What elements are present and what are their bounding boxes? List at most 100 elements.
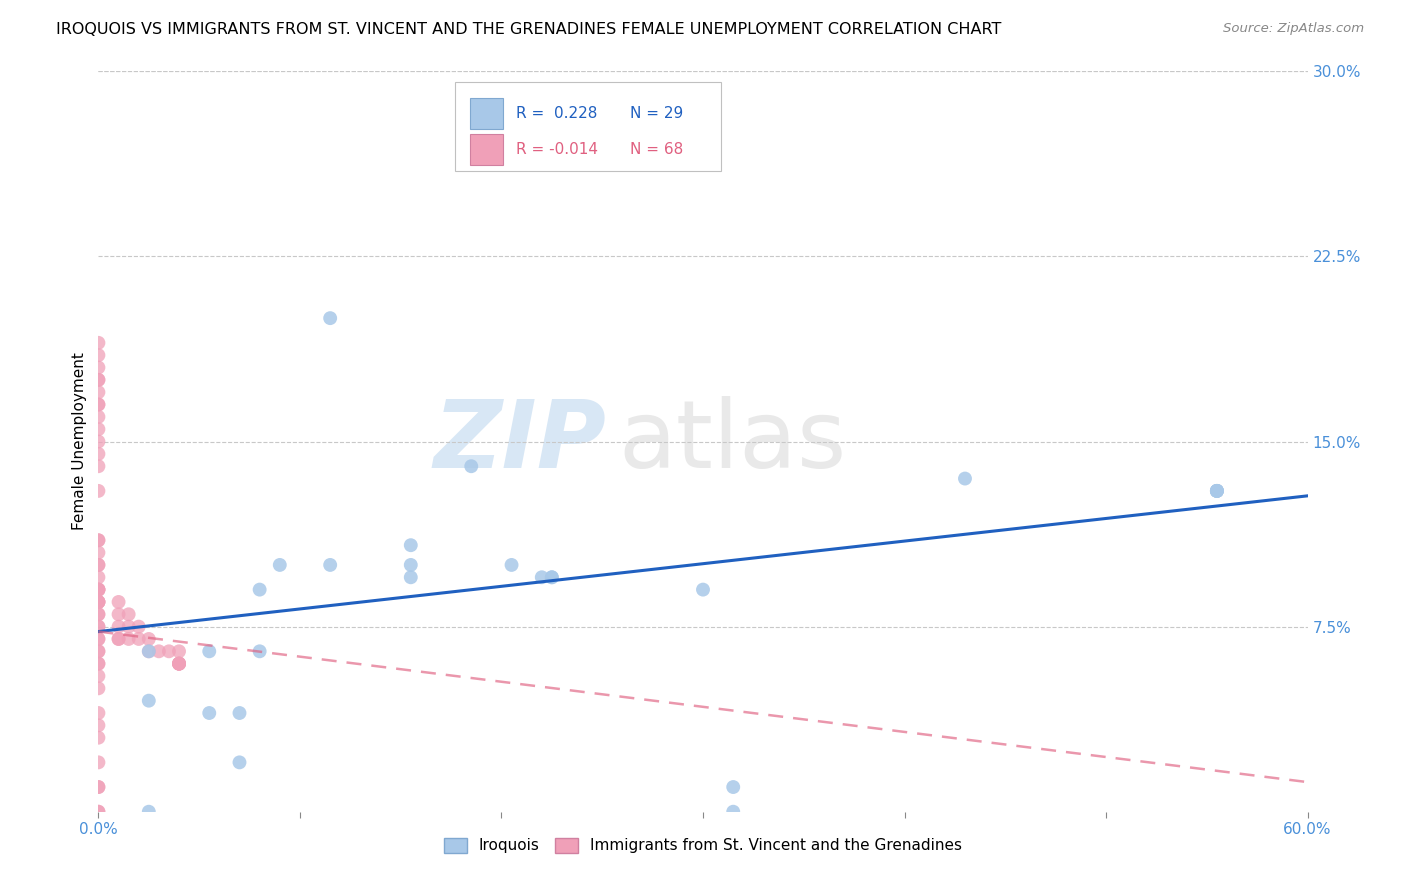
Point [138, 644, 160, 658]
Point [87, 459, 110, 474]
Point [87, 681, 110, 696]
Point [953, 471, 976, 485]
Point [87, 558, 110, 572]
Point [87, 558, 110, 572]
Point [87, 360, 110, 375]
FancyBboxPatch shape [470, 134, 503, 165]
Point [128, 632, 150, 646]
Point [87, 570, 110, 584]
Point [107, 619, 129, 633]
Point [87, 706, 110, 720]
Point [87, 756, 110, 770]
Point [118, 607, 141, 622]
Point [87, 335, 110, 350]
Point [87, 398, 110, 412]
Point [87, 483, 110, 498]
Point [399, 538, 422, 552]
Point [87, 434, 110, 449]
Point [198, 706, 221, 720]
Point [167, 657, 190, 671]
Point [87, 422, 110, 436]
Point [87, 546, 110, 560]
Point [1206, 483, 1229, 498]
Point [501, 558, 523, 572]
Point [87, 582, 110, 597]
Point [87, 582, 110, 597]
Point [87, 657, 110, 671]
Point [128, 619, 150, 633]
Point [87, 731, 110, 745]
Point [399, 570, 422, 584]
FancyBboxPatch shape [470, 98, 503, 129]
Text: ZIP: ZIP [433, 395, 606, 488]
Text: IROQUOIS VS IMMIGRANTS FROM ST. VINCENT AND THE GRENADINES FEMALE UNEMPLOYMENT C: IROQUOIS VS IMMIGRANTS FROM ST. VINCENT … [56, 22, 1001, 37]
Point [87, 373, 110, 387]
Point [87, 619, 110, 633]
Point [228, 756, 250, 770]
Point [167, 657, 190, 671]
Point [107, 607, 129, 622]
Point [319, 558, 342, 572]
Point [87, 657, 110, 671]
Point [107, 632, 129, 646]
Point [530, 570, 553, 584]
Text: N = 29: N = 29 [630, 106, 683, 121]
Point [87, 595, 110, 609]
Text: atlas: atlas [619, 395, 846, 488]
Point [87, 398, 110, 412]
Point [118, 619, 141, 633]
Point [138, 632, 160, 646]
Point [87, 805, 110, 819]
Point [87, 595, 110, 609]
Point [1206, 483, 1229, 498]
Point [87, 607, 110, 622]
Text: Source: ZipAtlas.com: Source: ZipAtlas.com [1223, 22, 1364, 36]
Point [319, 311, 342, 326]
Point [249, 582, 271, 597]
Text: N = 68: N = 68 [630, 142, 683, 157]
Point [87, 409, 110, 424]
Point [167, 657, 190, 671]
Point [87, 607, 110, 622]
Point [1206, 483, 1229, 498]
Point [167, 657, 190, 671]
Point [723, 780, 745, 794]
Point [87, 669, 110, 683]
Point [692, 582, 714, 597]
Point [87, 644, 110, 658]
Y-axis label: Female Unemployment: Female Unemployment [72, 352, 87, 531]
Point [540, 570, 562, 584]
Point [228, 706, 250, 720]
Point [1206, 483, 1229, 498]
Point [87, 718, 110, 732]
Point [1206, 483, 1229, 498]
Point [118, 632, 141, 646]
Point [249, 644, 271, 658]
FancyBboxPatch shape [456, 82, 721, 171]
Point [87, 582, 110, 597]
Point [540, 570, 562, 584]
Point [167, 657, 190, 671]
Point [87, 533, 110, 548]
Point [87, 348, 110, 362]
Point [87, 533, 110, 548]
Point [107, 632, 129, 646]
Text: R = -0.014: R = -0.014 [516, 142, 598, 157]
Point [87, 595, 110, 609]
Point [138, 644, 160, 658]
Point [87, 805, 110, 819]
Point [87, 619, 110, 633]
Point [87, 447, 110, 461]
Point [148, 644, 170, 658]
Point [138, 805, 160, 819]
Point [138, 694, 160, 708]
Point [399, 558, 422, 572]
Point [460, 459, 482, 474]
Point [157, 644, 180, 658]
Point [87, 632, 110, 646]
Point [87, 644, 110, 658]
Point [87, 780, 110, 794]
Point [87, 595, 110, 609]
Point [269, 558, 291, 572]
Point [723, 805, 745, 819]
